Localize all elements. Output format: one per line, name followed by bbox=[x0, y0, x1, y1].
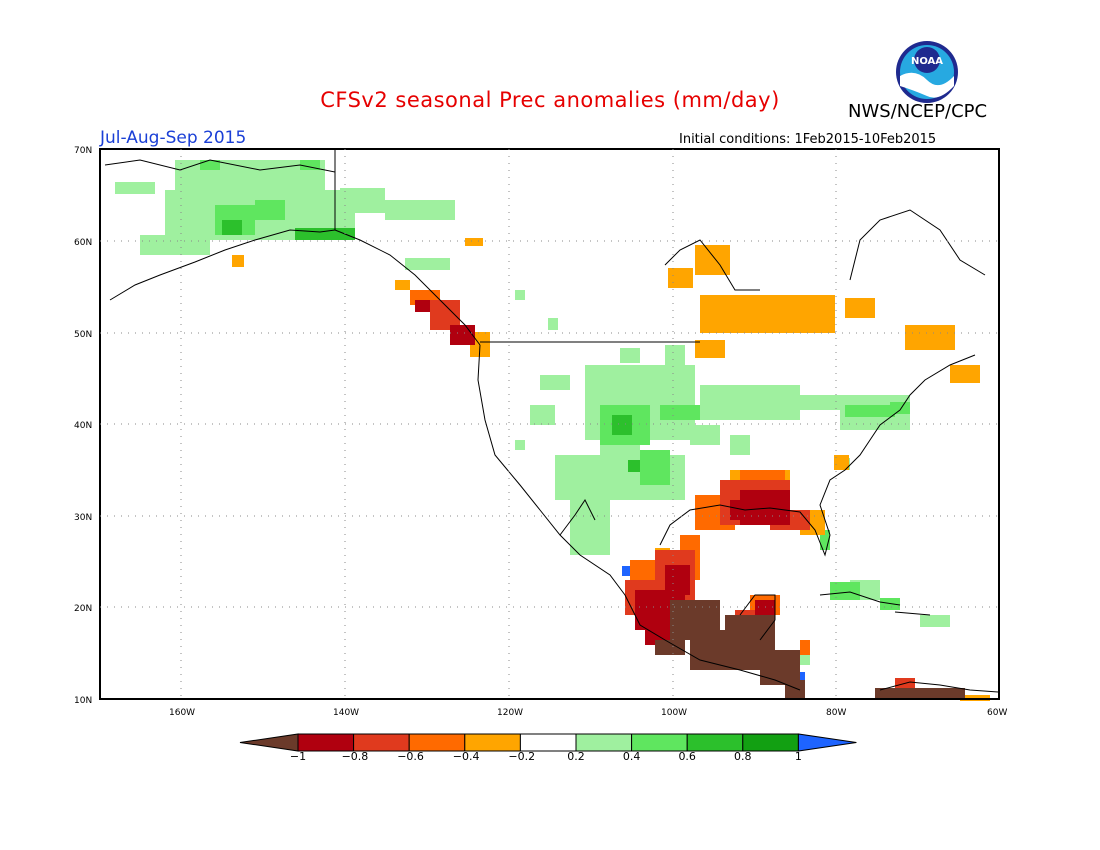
lat-label: 20N bbox=[74, 604, 92, 614]
lon-label: 100W bbox=[661, 708, 687, 718]
lat-label: 30N bbox=[74, 513, 92, 523]
colorbar-swatch bbox=[742, 733, 799, 752]
colorbar-swatch bbox=[519, 733, 577, 752]
agency-label: NWS/NCEP/CPC bbox=[848, 101, 988, 122]
colorbar-tick-label: 0.2 bbox=[567, 750, 585, 763]
colorbar-tick-label: −0.8 bbox=[341, 750, 369, 763]
colorbar-swatch bbox=[686, 733, 744, 752]
lon-label: 120W bbox=[497, 708, 523, 718]
colorbar-swatch bbox=[631, 733, 688, 752]
lat-label: 70N bbox=[74, 146, 92, 156]
logo-text: NOAA bbox=[911, 56, 943, 67]
colorbar-swatch bbox=[464, 733, 521, 752]
colorbar-tick-label: 0.6 bbox=[678, 750, 696, 763]
colorbar-swatch bbox=[297, 733, 355, 752]
longitude-labels: 160W 140W 120W 100W 80W 60W bbox=[169, 708, 1007, 718]
coastlines bbox=[104, 150, 999, 693]
lat-label: 60N bbox=[74, 238, 92, 248]
initial-conditions-label: Initial conditions: 1Feb2015-10Feb2015 bbox=[679, 132, 937, 147]
season-label: Jul-Aug-Sep 2015 bbox=[100, 128, 247, 148]
colorbar-tick-label: −0.6 bbox=[397, 750, 424, 763]
lat-label: 40N bbox=[74, 421, 92, 431]
graticule bbox=[100, 149, 999, 699]
colorbar-arrow-right bbox=[797, 733, 857, 752]
lon-label: 160W bbox=[169, 708, 195, 718]
colorbar-tick-label: 0.8 bbox=[734, 750, 752, 763]
colorbar-tick-label: −0.2 bbox=[508, 750, 536, 763]
colorbar bbox=[239, 733, 857, 752]
colorbar-swatch bbox=[575, 733, 633, 752]
noaa-logo: NOAA bbox=[896, 41, 958, 103]
colorbar-tick-label: 0.4 bbox=[622, 750, 641, 763]
colorbar-swatch bbox=[408, 733, 466, 752]
lon-label: 60W bbox=[987, 708, 1007, 718]
map-title: CFSv2 seasonal Prec anomalies (mm/day) bbox=[320, 88, 780, 112]
lat-label: 50N bbox=[74, 330, 92, 340]
lon-label: 80W bbox=[826, 708, 846, 718]
colorbar-swatch bbox=[353, 733, 410, 752]
colorbar-tick-label: −1 bbox=[289, 750, 307, 763]
colorbar-arrow-left bbox=[239, 733, 299, 752]
anomaly-cells bbox=[115, 160, 990, 701]
lat-label: 10N bbox=[74, 696, 92, 706]
colorbar-tick-label: −0.4 bbox=[452, 750, 480, 763]
lon-label: 140W bbox=[333, 708, 359, 718]
latitude-labels: 70N 60N 50N 40N 30N 20N 10N bbox=[74, 146, 92, 706]
colorbar-tick-label: 1 bbox=[794, 750, 802, 763]
